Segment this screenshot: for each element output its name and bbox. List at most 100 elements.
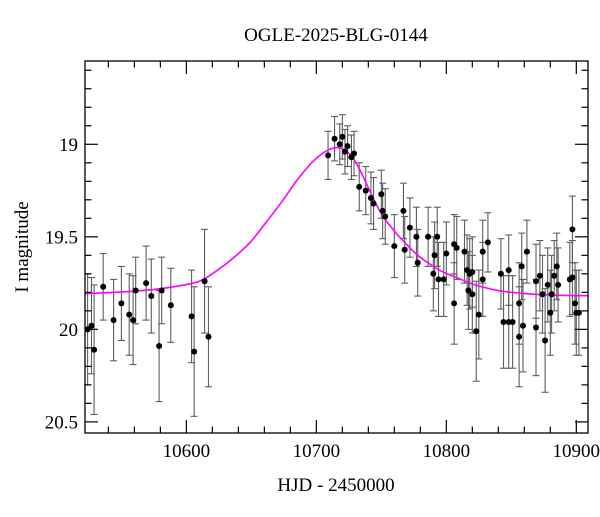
data-point	[533, 324, 539, 331]
data-point	[126, 311, 133, 318]
data-point	[425, 233, 432, 240]
data-point	[523, 248, 530, 255]
x-axis-label: HJD - 2450000	[277, 475, 394, 496]
data-point	[453, 244, 460, 251]
data-point	[516, 300, 523, 307]
data-point	[406, 224, 413, 231]
data-point	[191, 348, 198, 355]
y-tick-label: 20.5	[45, 412, 78, 433]
data-point	[575, 309, 582, 316]
data-point	[572, 300, 578, 307]
data-point	[555, 281, 562, 288]
data-point	[356, 183, 363, 190]
data-point	[188, 313, 195, 320]
data-point	[509, 319, 516, 325]
data-point	[473, 328, 480, 335]
data-point	[505, 267, 512, 274]
data-point	[336, 141, 343, 148]
data-point	[167, 302, 174, 309]
data-point	[143, 280, 150, 287]
data-point	[132, 287, 139, 294]
data-point	[158, 287, 165, 294]
data-point	[118, 300, 125, 307]
data-point	[430, 270, 437, 277]
y-tick-label: 20	[59, 320, 78, 341]
data-point	[341, 148, 348, 155]
y-tick-label: 19	[59, 135, 78, 156]
data-point	[475, 311, 482, 318]
data-point	[548, 291, 555, 298]
data-point	[443, 250, 450, 257]
data-point	[367, 195, 374, 201]
data-point	[518, 263, 525, 270]
data-point	[391, 243, 398, 250]
data-point	[451, 300, 458, 307]
axes-frame-and-ticks	[84, 60, 589, 434]
data-point	[400, 207, 407, 214]
model-curve-group	[84, 146, 589, 297]
data-point	[536, 272, 543, 279]
x-tick-label: 10800	[423, 441, 471, 462]
y-axis-label: I magnitude	[12, 201, 33, 292]
data-points-group	[84, 133, 582, 355]
data-point	[435, 276, 442, 283]
data-point	[533, 278, 539, 285]
data-point	[201, 278, 208, 285]
data-point	[542, 337, 549, 344]
data-point	[544, 281, 551, 288]
data-point	[91, 346, 98, 353]
data-point	[344, 143, 351, 150]
data-point	[440, 276, 447, 283]
data-point	[484, 239, 491, 246]
data-point	[569, 274, 576, 281]
plot-frame	[84, 60, 589, 434]
data-point	[434, 233, 441, 240]
y-tick-label: 19.5	[45, 227, 78, 248]
data-point	[100, 283, 107, 290]
data-point	[500, 319, 507, 325]
data-point	[110, 317, 117, 324]
data-point	[516, 333, 523, 340]
data-point	[331, 135, 338, 142]
data-point	[547, 309, 554, 316]
data-point	[130, 317, 137, 324]
data-point	[465, 287, 472, 294]
data-point	[362, 187, 369, 194]
data-point	[461, 248, 468, 255]
data-point	[497, 270, 504, 277]
y-tick-labels: 19 19.5 20 20.5	[45, 135, 78, 434]
data-point	[205, 333, 212, 340]
x-tick-label: 10700	[293, 441, 341, 462]
data-point	[148, 293, 155, 299]
data-point	[479, 276, 486, 283]
data-point	[520, 322, 526, 329]
data-point	[382, 213, 389, 220]
data-point	[469, 269, 476, 275]
data-point	[156, 343, 163, 349]
data-point	[479, 248, 486, 255]
data-point	[551, 272, 558, 279]
microlensing-model-curve	[84, 146, 589, 297]
error-bars-group	[84, 114, 583, 417]
data-point	[414, 259, 421, 266]
data-point	[378, 191, 385, 198]
data-point	[569, 226, 576, 233]
x-tick-labels: 10600 10700 10800 10900	[163, 441, 600, 462]
data-point	[431, 252, 438, 259]
data-point	[339, 133, 346, 140]
data-point	[401, 246, 408, 253]
data-point	[325, 152, 332, 159]
plot-title: OGLE-2025-BLG-0144	[244, 25, 428, 46]
data-point	[88, 322, 95, 329]
data-point	[413, 233, 420, 240]
data-point	[539, 291, 546, 298]
x-tick-label: 10600	[163, 441, 211, 462]
data-point	[379, 207, 386, 214]
x-tick-label: 10900	[553, 441, 600, 462]
data-point	[370, 200, 377, 207]
data-point	[351, 150, 357, 157]
data-point	[469, 291, 476, 298]
data-point	[553, 263, 560, 270]
